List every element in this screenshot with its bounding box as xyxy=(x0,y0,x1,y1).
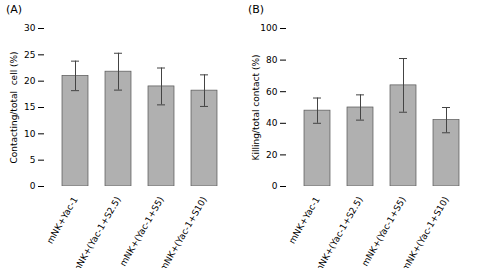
svg-text:40: 40 xyxy=(266,118,278,128)
svg-text:mNK+(Yac-1+S2.5): mNK+(Yac-1+S2.5) xyxy=(70,195,122,268)
svg-text:mNK+Yac-1: mNK+Yac-1 xyxy=(45,195,80,246)
svg-text:30: 30 xyxy=(24,23,36,33)
svg-text:10: 10 xyxy=(24,129,36,139)
svg-text:60: 60 xyxy=(266,87,278,97)
svg-text:mNK+Yac-1: mNK+Yac-1 xyxy=(287,195,322,246)
svg-text:15: 15 xyxy=(24,102,35,112)
svg-text:0: 0 xyxy=(272,181,278,191)
svg-text:80: 80 xyxy=(266,55,278,65)
svg-text:mNK+(Yac-1+S10): mNK+(Yac-1+S10) xyxy=(158,195,209,268)
svg-text:100: 100 xyxy=(260,23,277,33)
svg-text:Killing/total contact (%): Killing/total contact (%) xyxy=(251,55,261,161)
svg-text:mNK+(Yac-1+S2.5): mNK+(Yac-1+S2.5) xyxy=(312,195,364,268)
svg-text:Contacting/total cell (%): Contacting/total cell (%) xyxy=(9,51,19,163)
svg-text:mNK+(Yac-1+S10): mNK+(Yac-1+S10) xyxy=(400,195,451,268)
svg-text:mNK+(Yac-1+S5): mNK+(Yac-1+S5) xyxy=(360,195,408,268)
html-text:(A): (A) xyxy=(6,3,23,16)
svg-text:25: 25 xyxy=(24,50,35,60)
svg-text:20: 20 xyxy=(24,76,36,86)
html-text:(B): (B) xyxy=(248,3,265,16)
svg-text:20: 20 xyxy=(266,150,278,160)
svg-text:0: 0 xyxy=(30,181,36,191)
svg-text:mNK+(Yac-1+S5): mNK+(Yac-1+S5) xyxy=(118,195,166,268)
svg-text:5: 5 xyxy=(30,155,36,165)
